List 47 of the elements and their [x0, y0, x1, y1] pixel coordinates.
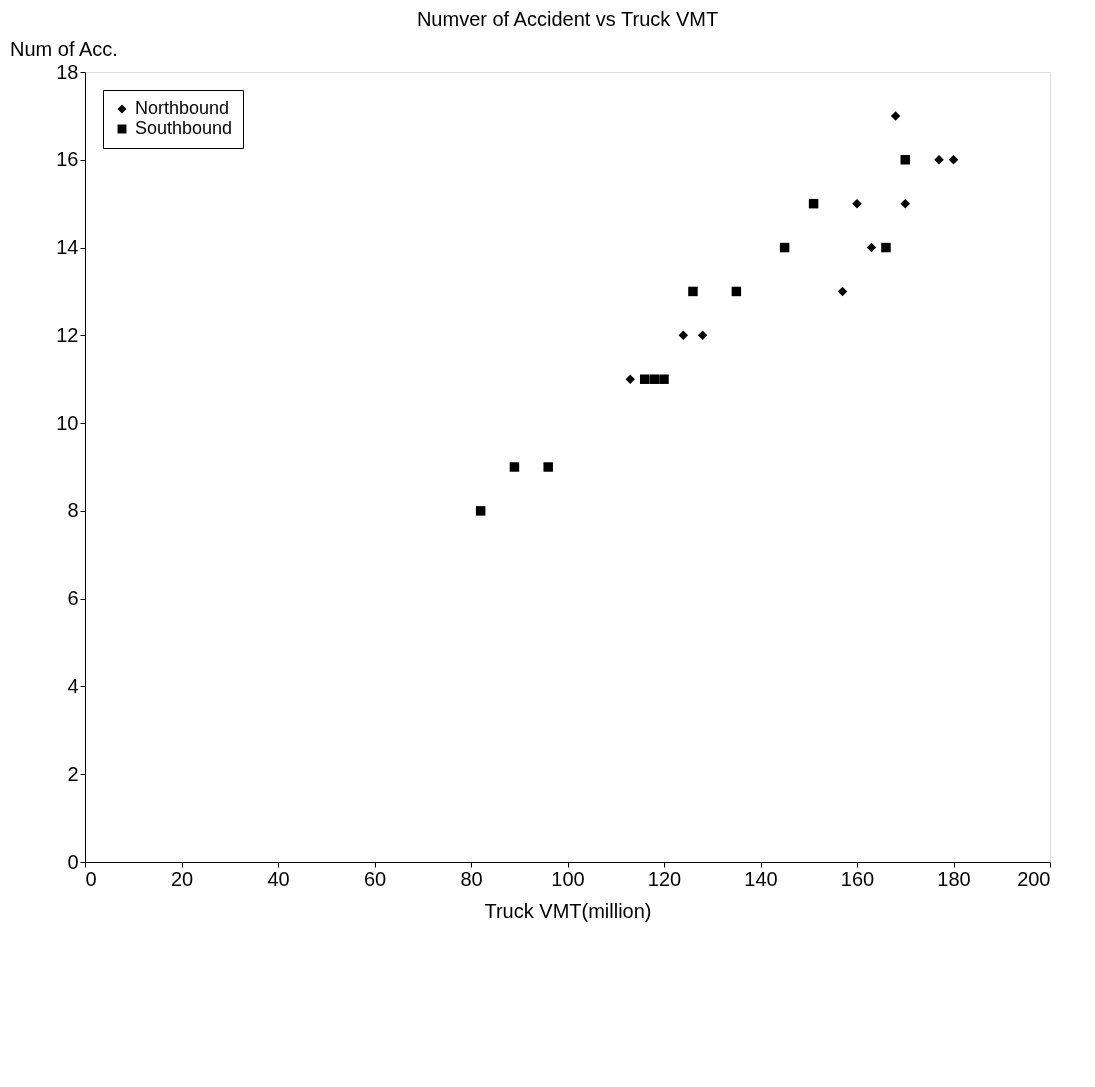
- y-tick-label: 4: [67, 674, 79, 697]
- x-tick-label: 40: [267, 867, 290, 890]
- point: [509, 462, 520, 472]
- point: [625, 374, 635, 384]
- point: [881, 242, 891, 253]
- point: [948, 155, 959, 165]
- point: [731, 286, 742, 297]
- point: [688, 286, 698, 297]
- x-tick-label: 180: [937, 867, 971, 890]
- x-tick-label: 80: [460, 867, 483, 890]
- point: [659, 374, 669, 384]
- x-tick-label: 200: [1017, 867, 1051, 890]
- y-tick-label: 10: [56, 411, 79, 434]
- point: [678, 330, 689, 341]
- point: [808, 198, 819, 209]
- y-tick-label: 0: [67, 850, 79, 873]
- point: [779, 242, 790, 253]
- y-tick-label: 16: [56, 148, 79, 171]
- point: [639, 374, 650, 384]
- point: [837, 286, 848, 297]
- x-tick-label: 60: [363, 867, 387, 890]
- x-axis-title: Truck VMT(million): [484, 899, 652, 922]
- y-tick-label: 12: [56, 323, 79, 346]
- point: [852, 198, 862, 209]
- x-tick-label: 120: [647, 867, 682, 890]
- point: [543, 462, 553, 472]
- x-tick-label: 100: [551, 867, 585, 890]
- y-tick-label: 18: [56, 60, 79, 83]
- point: [900, 155, 910, 165]
- legend-label: Southbound: [135, 118, 233, 138]
- x-tick-label: 20: [170, 867, 194, 890]
- y-tick-label: 6: [67, 587, 79, 610]
- x-tick-label: 140: [744, 867, 778, 890]
- point: [475, 506, 486, 516]
- point: [890, 111, 901, 121]
- chart-title: Numver of Accident vs Truck VMT: [416, 8, 719, 30]
- y-axis-title: Num of Acc.: [10, 38, 118, 60]
- x-tick-label: 160: [840, 867, 875, 890]
- point: [866, 242, 877, 253]
- x-tick-label: 0: [85, 867, 97, 890]
- point: [900, 198, 910, 209]
- y-tick-label: 2: [67, 762, 79, 785]
- point: [697, 330, 708, 341]
- point: [649, 374, 660, 384]
- y-tick-label: 14: [56, 236, 79, 259]
- y-tick-label: 8: [67, 499, 79, 522]
- legend-label: Northbound: [135, 98, 230, 118]
